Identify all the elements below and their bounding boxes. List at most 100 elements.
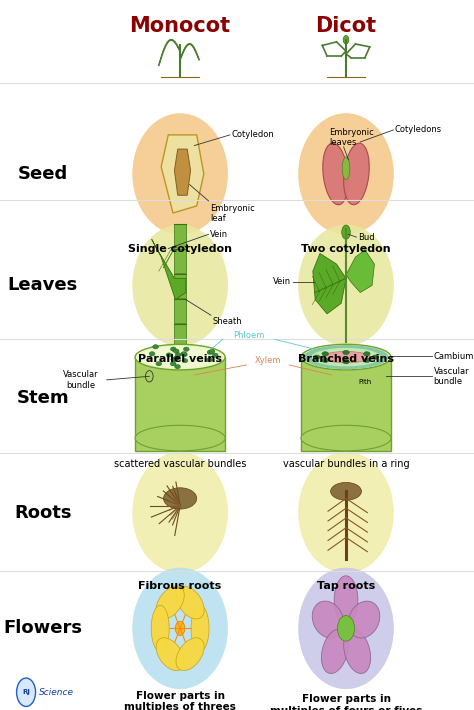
Ellipse shape [323, 143, 348, 204]
Ellipse shape [171, 347, 176, 351]
Text: Bud: Bud [358, 233, 374, 241]
Circle shape [175, 621, 185, 635]
FancyBboxPatch shape [174, 324, 186, 348]
Ellipse shape [344, 629, 371, 674]
Text: Stem: Stem [16, 388, 69, 407]
Circle shape [337, 616, 355, 641]
Text: Parallel veins: Parallel veins [138, 354, 222, 364]
Polygon shape [161, 135, 204, 213]
Ellipse shape [343, 360, 349, 364]
Ellipse shape [133, 114, 228, 234]
Ellipse shape [299, 452, 393, 573]
Ellipse shape [207, 358, 212, 362]
Text: Monocot: Monocot [129, 16, 231, 36]
FancyBboxPatch shape [174, 274, 186, 298]
Ellipse shape [176, 586, 204, 619]
Ellipse shape [334, 576, 358, 624]
Ellipse shape [135, 344, 225, 370]
Text: Cotyledon: Cotyledon [231, 131, 274, 139]
Ellipse shape [166, 353, 172, 357]
Ellipse shape [176, 638, 204, 670]
Ellipse shape [311, 348, 381, 366]
Ellipse shape [313, 355, 320, 359]
Ellipse shape [303, 345, 389, 369]
Ellipse shape [342, 225, 350, 239]
Text: Two cotyledon: Two cotyledon [301, 244, 391, 253]
Ellipse shape [372, 355, 379, 359]
Polygon shape [174, 149, 191, 195]
Ellipse shape [156, 361, 162, 366]
Ellipse shape [181, 351, 187, 356]
Ellipse shape [301, 425, 391, 451]
Ellipse shape [173, 349, 179, 354]
Text: Embryonic
leaf: Embryonic leaf [210, 204, 255, 223]
Text: Vascular
bundle: Vascular bundle [63, 370, 99, 390]
Ellipse shape [164, 488, 197, 509]
FancyBboxPatch shape [174, 224, 186, 248]
Text: Flower parts in
multiples of threes: Flower parts in multiples of threes [124, 691, 236, 710]
Ellipse shape [140, 346, 220, 368]
Text: Tap roots: Tap roots [317, 581, 375, 591]
Polygon shape [346, 250, 374, 293]
Polygon shape [152, 239, 186, 300]
Ellipse shape [133, 225, 228, 346]
Text: Branched veins: Branched veins [298, 354, 394, 364]
Ellipse shape [322, 351, 328, 356]
Text: Leaves: Leaves [8, 276, 78, 295]
Text: Cambium: Cambium [434, 352, 474, 361]
Text: Dicot: Dicot [316, 16, 376, 36]
Ellipse shape [135, 425, 225, 451]
Ellipse shape [212, 353, 218, 357]
Text: Science: Science [39, 688, 74, 697]
Ellipse shape [182, 359, 188, 363]
Ellipse shape [174, 356, 180, 360]
Ellipse shape [342, 157, 350, 180]
FancyBboxPatch shape [301, 357, 391, 451]
Ellipse shape [156, 638, 184, 670]
Ellipse shape [133, 452, 228, 573]
Text: vascular bundles in a ring: vascular bundles in a ring [283, 459, 410, 469]
Text: Embryonic
leaves: Embryonic leaves [329, 128, 374, 147]
Ellipse shape [299, 568, 393, 689]
Text: Sheath: Sheath [212, 317, 242, 326]
Ellipse shape [348, 601, 380, 638]
Ellipse shape [182, 352, 187, 356]
Ellipse shape [343, 350, 349, 354]
Ellipse shape [331, 483, 361, 500]
Ellipse shape [175, 353, 181, 357]
Ellipse shape [133, 568, 228, 689]
Ellipse shape [312, 601, 344, 638]
Ellipse shape [299, 225, 393, 346]
Ellipse shape [364, 359, 370, 363]
Text: Phloem: Phloem [233, 331, 264, 339]
Ellipse shape [321, 629, 348, 674]
Text: scattered vascular bundles: scattered vascular bundles [114, 459, 246, 469]
Ellipse shape [322, 359, 328, 363]
Text: Flowers: Flowers [3, 619, 82, 638]
Text: Fibrous roots: Fibrous roots [138, 581, 222, 591]
Ellipse shape [364, 351, 370, 356]
Text: Cotyledons: Cotyledons [395, 126, 442, 134]
Ellipse shape [153, 344, 158, 349]
Polygon shape [313, 253, 346, 314]
Text: Seed: Seed [18, 165, 68, 183]
Ellipse shape [156, 586, 184, 619]
Ellipse shape [299, 114, 393, 234]
Ellipse shape [301, 344, 391, 370]
Circle shape [17, 678, 36, 706]
Ellipse shape [209, 349, 215, 354]
Ellipse shape [344, 143, 369, 204]
Text: Flower parts in
multiples of fours or fives: Flower parts in multiples of fours or fi… [270, 694, 422, 710]
Ellipse shape [172, 357, 178, 361]
Ellipse shape [207, 350, 213, 354]
Ellipse shape [175, 364, 181, 368]
FancyBboxPatch shape [174, 249, 186, 273]
Text: Vein: Vein [273, 278, 291, 286]
Ellipse shape [191, 605, 209, 652]
Text: Vascular
bundle: Vascular bundle [434, 366, 469, 386]
Ellipse shape [170, 361, 176, 366]
Text: Vein: Vein [210, 230, 228, 239]
Ellipse shape [151, 605, 169, 652]
Ellipse shape [171, 357, 177, 361]
Ellipse shape [322, 351, 370, 363]
